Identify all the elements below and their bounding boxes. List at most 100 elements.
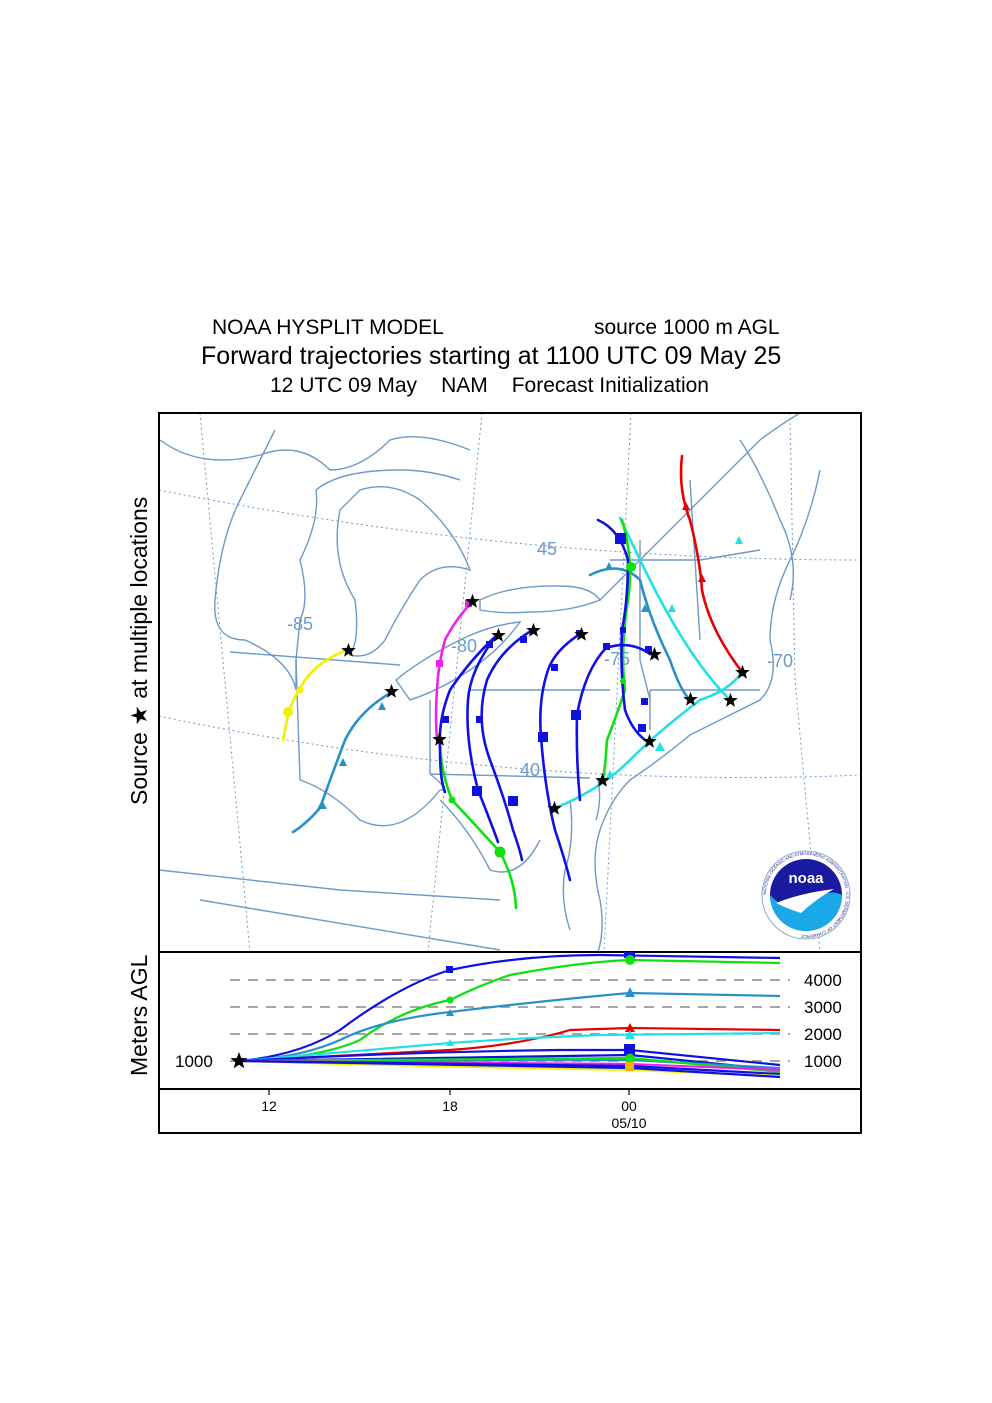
logo-text: noaa	[788, 870, 824, 887]
marker-red-2	[698, 574, 706, 582]
marker-blue-1	[486, 641, 493, 648]
marker-teal-5	[317, 800, 327, 809]
canada-border-lake-champlain	[610, 549, 761, 561]
star-icon	[341, 642, 356, 657]
marker-blue-4	[476, 716, 483, 723]
marker-yellow-2	[283, 707, 293, 717]
height-tick-4000: 4000	[804, 971, 842, 990]
height-ylabel: Meters AGL	[126, 954, 152, 1076]
height-marker	[625, 1062, 634, 1071]
state-border-ohio-river	[299, 773, 444, 827]
height-trace-blue-mid	[239, 1048, 781, 1067]
state-border-indiana-ohio	[295, 659, 301, 781]
marker-blue-12	[615, 533, 626, 544]
height-marker	[625, 955, 635, 965]
height-trace-blue-low-3	[239, 1059, 781, 1079]
lat-label-40: 40	[520, 760, 540, 780]
lake-superior-shore	[159, 436, 471, 471]
trajectory-red	[679, 454, 744, 674]
state-border-ky-tn	[159, 869, 501, 901]
state-border-va-nc	[199, 899, 501, 951]
marker-green-2	[620, 678, 626, 684]
date-label: 05/10	[611, 1115, 646, 1131]
trajectory-yellow	[281, 648, 349, 742]
marker-teal-1	[605, 562, 613, 570]
atlantic-coast	[594, 469, 821, 952]
height-marker	[625, 1053, 635, 1063]
marker-magenta-1	[465, 600, 472, 607]
chesapeake-bay	[562, 799, 573, 931]
marker-magenta-2	[436, 660, 443, 667]
time-axis-frame	[158, 1088, 862, 1134]
lon-label-75: -75	[604, 649, 630, 669]
marker-yellow-1	[296, 686, 304, 694]
state-border-wv-va	[439, 799, 541, 873]
lake-huron-shore	[336, 485, 472, 657]
lon-gridline-75	[603, 413, 632, 952]
star-icon	[574, 626, 589, 641]
marker-blue-13	[620, 627, 626, 633]
height-marker	[625, 1030, 635, 1039]
star-icon	[526, 622, 541, 637]
init-line: 12 UTC 09 May NAM Forecast Initialization	[270, 374, 733, 398]
trajectory-blue-2	[466, 634, 500, 844]
star-icon	[230, 1052, 248, 1069]
marker-red-1	[682, 502, 690, 510]
height-marker	[446, 1039, 454, 1046]
trajectory-teal-west	[291, 690, 394, 834]
marker-blue-7	[538, 732, 548, 742]
marker-cyan-4	[655, 742, 665, 751]
state-border-pa-md	[429, 773, 591, 779]
lake-erie-shore	[395, 621, 522, 701]
marker-green-1	[626, 562, 636, 572]
height-trace-green-high	[239, 958, 781, 1063]
height-marker	[624, 952, 635, 958]
marker-blue-8	[472, 786, 482, 796]
noaa-logo-icon: noaa NATIONAL OCEANIC AND ATMOSPHERIC AD…	[761, 850, 851, 940]
height-tick-3000: 3000	[804, 998, 842, 1017]
model-name: NOAA HYSPLIT MODEL	[212, 316, 444, 339]
marker-blue-14	[638, 724, 646, 732]
lon-label-80: -80	[451, 636, 477, 656]
map-panel: -85 -80 -75 -70 45 40	[158, 412, 862, 953]
trajectory-teal-north	[588, 567, 692, 702]
height-tick-1000: 1000	[804, 1052, 842, 1071]
init-label: Forecast Initialization	[511, 374, 709, 397]
time-tick-12: 12	[261, 1098, 277, 1114]
trajectory-green-west	[438, 738, 518, 910]
time-tick-18: 18	[442, 1098, 458, 1114]
lake-michigan-shore	[214, 429, 461, 691]
trajectory-blue-4	[539, 632, 582, 882]
height-marker	[446, 996, 454, 1004]
trajectory-blue-5	[575, 643, 652, 802]
lon-label-70: -70	[767, 651, 793, 671]
trajectory-blue-3	[480, 629, 533, 862]
st-lawrence	[599, 413, 801, 601]
state-border-maine	[739, 439, 794, 601]
height-panel: Meters AGL 1000 4000 3000 2000 1000 12 1…	[126, 951, 862, 1134]
height-marker	[625, 987, 635, 997]
delaware-bay	[595, 779, 601, 821]
lat-label-45: 45	[537, 539, 557, 559]
marker-green-3	[448, 796, 456, 804]
state-border-michigan-south	[229, 651, 401, 666]
lat-gridline-45	[159, 489, 861, 561]
marker-blue-6	[551, 664, 558, 671]
height-marker	[446, 966, 453, 973]
marker-cyan-3	[606, 770, 614, 778]
marker-blue-2	[442, 716, 449, 723]
marker-blue-9	[508, 796, 518, 806]
lon-gridline-85	[199, 413, 251, 952]
height-markers	[446, 952, 635, 1071]
source-side-label: Source ★ at multiple locations	[126, 497, 152, 805]
marker-blue-3	[520, 636, 527, 643]
marker-blue-15	[645, 646, 652, 653]
marker-cyan-2	[668, 604, 676, 612]
source-height: source 1000 m AGL	[594, 316, 780, 339]
init-model: NAM	[441, 374, 488, 397]
marker-teal-2	[641, 604, 649, 612]
time-tick-00: 00	[621, 1098, 637, 1114]
height-marker	[446, 1009, 454, 1016]
map-title: Forward trajectories starting at 1100 UT…	[201, 342, 782, 370]
